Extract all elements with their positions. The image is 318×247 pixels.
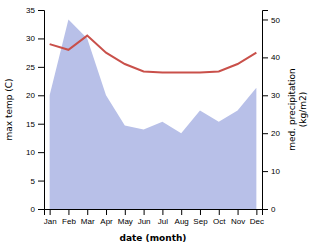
tick-label: Nov xyxy=(231,217,245,226)
tick-mark xyxy=(38,38,44,39)
tick-mark xyxy=(38,95,44,96)
tick: Mar xyxy=(81,209,95,226)
tick: Sep xyxy=(193,209,208,226)
tick-label: Jul xyxy=(158,217,168,226)
tick: 0 xyxy=(262,205,276,214)
tick-mark xyxy=(87,209,88,215)
tick: 15 xyxy=(26,120,44,129)
tick-label: 10 xyxy=(271,167,280,176)
tick: 10 xyxy=(26,148,44,157)
tick-mark xyxy=(238,209,239,215)
tick-mark xyxy=(162,209,163,215)
tick-label: 50 xyxy=(271,16,280,25)
chart: Jan Feb Mar Apr May Jun Jul Aug Sep Oct Nov Dec 0 5 10… xyxy=(0,0,318,247)
tick-mark xyxy=(262,95,268,96)
tick-label: Dec xyxy=(250,217,264,226)
tick-mark xyxy=(200,209,201,215)
tick-label: Feb xyxy=(62,217,76,226)
tick: Oct xyxy=(213,209,226,226)
y2-axis-title: med. precipitation(kg/m2) xyxy=(287,68,307,150)
tick-mark xyxy=(262,19,268,20)
tick-mark xyxy=(38,152,44,153)
tick-mark xyxy=(38,67,44,68)
tick-label: 20 xyxy=(26,91,35,100)
tick-mark xyxy=(262,209,268,210)
tick-label: Jun xyxy=(138,217,151,226)
tick: 20 xyxy=(262,129,280,138)
tick-mark xyxy=(219,209,220,215)
tick-label: Mar xyxy=(81,217,95,226)
tick-mark xyxy=(144,209,145,215)
marks xyxy=(50,19,257,209)
tick-mark xyxy=(38,10,44,11)
tick-label: Oct xyxy=(213,217,226,226)
tick-label: 5 xyxy=(31,177,36,186)
tick: Dec xyxy=(250,209,264,226)
tick: 25 xyxy=(26,63,44,72)
tick: 40 xyxy=(262,53,280,62)
y2-axis-title-line: med. precipitation xyxy=(287,68,297,150)
area xyxy=(50,19,257,209)
tick-label: 0 xyxy=(31,205,36,214)
tick-mark xyxy=(256,209,257,215)
axis-line xyxy=(45,210,263,216)
y-axis: 0 5 10 15 20 25 30 35 xyxy=(26,6,44,214)
tick: 35 xyxy=(26,6,44,15)
tick-label: Sep xyxy=(193,217,208,226)
tick: 20 xyxy=(26,91,44,100)
tick: Nov xyxy=(231,209,245,226)
tick-mark xyxy=(106,209,107,215)
tick-mark xyxy=(125,209,126,215)
tick-label: 0 xyxy=(271,205,276,214)
tick-mark xyxy=(262,133,268,134)
tick: Feb xyxy=(62,209,76,226)
tick-label: May xyxy=(118,217,133,226)
tick-mark xyxy=(50,209,51,215)
tick-label: Apr xyxy=(100,217,113,226)
y-axis-title: max temp (C) xyxy=(4,78,14,140)
tick-mark xyxy=(262,171,268,172)
tick: 10 xyxy=(262,167,280,176)
tick-label: 35 xyxy=(26,6,35,15)
tick-label: Aug xyxy=(175,217,189,226)
tick-label: 30 xyxy=(271,91,280,100)
y2-axis: 0 10 20 30 40 50 xyxy=(262,11,280,215)
tick: 30 xyxy=(26,34,44,43)
tick: Jul xyxy=(158,209,168,226)
tick: 30 xyxy=(262,91,280,100)
tick: Jun xyxy=(138,209,151,226)
line xyxy=(50,36,257,73)
tick: 50 xyxy=(262,16,280,25)
plot: Jan Feb Mar Apr May Jun Jul Aug Sep Oct Nov Dec 0 5 10… xyxy=(26,6,280,226)
tick-mark xyxy=(68,209,69,215)
axis-line xyxy=(263,11,269,210)
x-axis: Jan Feb Mar Apr May Jun Jul Aug Sep Oct Nov Dec xyxy=(44,209,264,226)
tick-label: 25 xyxy=(26,63,35,72)
y2-axis-title-line: (kg/m2) xyxy=(298,92,308,127)
tick-label: Jan xyxy=(44,217,57,226)
tick: 5 xyxy=(31,177,44,186)
tick-mark xyxy=(38,124,44,125)
tick-mark xyxy=(38,181,44,182)
tick-mark xyxy=(181,209,182,215)
axis-line xyxy=(38,11,45,210)
tick-label: 15 xyxy=(26,120,35,129)
tick-mark xyxy=(262,57,268,58)
tick: May xyxy=(118,209,133,226)
tick: Jan xyxy=(44,209,57,226)
tick: Aug xyxy=(175,209,189,226)
x-axis-title: date (month) xyxy=(120,233,187,243)
tick: 0 xyxy=(31,205,44,214)
tick-label: 20 xyxy=(271,129,280,138)
tick-mark xyxy=(38,209,44,210)
tick-label: 40 xyxy=(271,53,280,62)
tick: Apr xyxy=(100,209,113,226)
tick-label: 10 xyxy=(26,148,35,157)
tick-label: 30 xyxy=(26,34,35,43)
